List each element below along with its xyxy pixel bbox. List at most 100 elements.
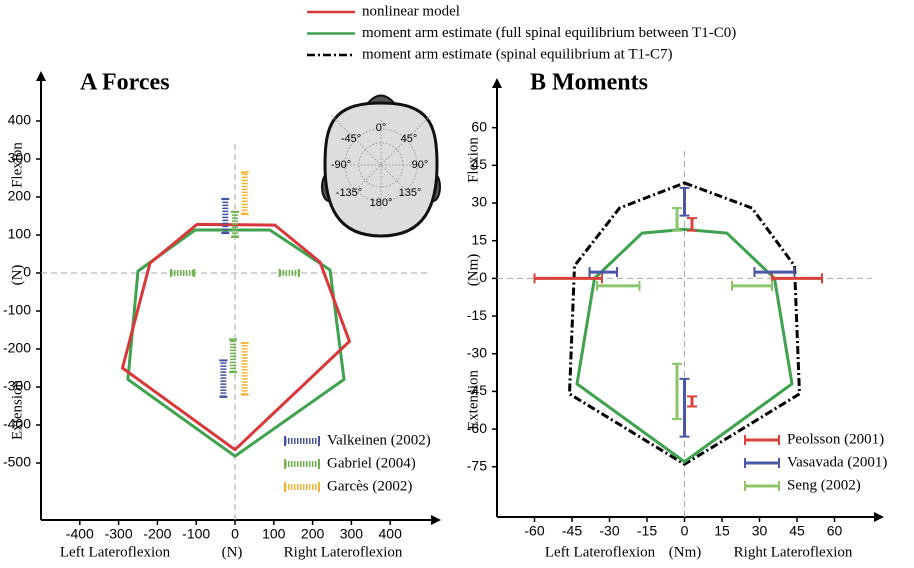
x-axis-label: Right Lateroflexion — [734, 544, 853, 560]
error-bar — [596, 280, 641, 291]
error-bar — [533, 273, 603, 284]
x-tick-label: -200 — [143, 526, 171, 542]
error-bar — [679, 186, 690, 217]
y-tick-label: 45 — [471, 156, 487, 172]
y-tick-label: -300 — [3, 378, 31, 394]
y-tick-label: -500 — [3, 454, 31, 470]
head-angle-label: -90° — [331, 159, 351, 171]
polygon-line — [120, 222, 351, 452]
x-tick-label: 200 — [301, 526, 325, 542]
head-angle-label: -45° — [341, 133, 361, 145]
polygon-line — [575, 227, 794, 464]
y-tick-label: 200 — [8, 188, 32, 204]
head-angle-label: -135° — [336, 187, 362, 199]
error-bar — [731, 280, 773, 291]
error-bar — [679, 377, 690, 438]
head-icon — [321, 94, 441, 238]
y-tick-label: -30 — [467, 344, 487, 360]
y-axis-arrow — [492, 78, 502, 88]
x-tick-label: 60 — [827, 523, 843, 539]
y-tick-label: 0 — [23, 264, 31, 280]
error-bar — [219, 359, 228, 398]
x-tick-label: 30 — [752, 523, 768, 539]
y-tick-label: -100 — [3, 302, 31, 318]
y-tick-label: -60 — [467, 420, 487, 436]
legend-label: Seng (2002) — [787, 477, 861, 493]
x-tick-label: 400 — [379, 526, 403, 542]
x-tick-label: -60 — [524, 523, 544, 539]
x-axis-label: Left Lateroflexion — [545, 544, 656, 560]
x-axis-label: (Nm) — [669, 544, 702, 560]
legend-label: moment arm estimate (full spinal equilib… — [362, 25, 736, 41]
polar-grid — [329, 113, 433, 210]
y-tick-label: 0 — [479, 269, 487, 285]
x-axis-label: Right Lateroflexion — [284, 544, 403, 560]
error-bar — [687, 395, 697, 408]
error-bar — [278, 269, 301, 277]
polygon-line — [568, 181, 801, 466]
y-tick-label: 60 — [471, 118, 487, 134]
x-tick-label: -100 — [182, 526, 210, 542]
x-tick-label: -30 — [599, 523, 619, 539]
x-tick-label: 0 — [681, 523, 689, 539]
legend-label: Peolsson (2001) — [787, 431, 884, 447]
head-angle-label: 0° — [376, 122, 387, 134]
head-angle-label: 45° — [401, 133, 418, 145]
polygon-line — [126, 228, 346, 458]
error-bar — [672, 362, 682, 421]
y-tick-label: -200 — [3, 340, 31, 356]
error-bar — [231, 210, 239, 238]
error-bar — [588, 267, 618, 278]
x-tick-label: 15 — [714, 523, 730, 539]
y-tick-label: 400 — [8, 112, 32, 128]
x-axis-arrow — [874, 512, 884, 522]
y-axis-arrow — [36, 71, 46, 81]
x-tick-label: 45 — [789, 523, 805, 539]
y-tick-label: -75 — [467, 457, 487, 473]
error-bar — [687, 217, 697, 232]
y-tick-label: 100 — [8, 226, 32, 242]
x-tick-label: -300 — [105, 526, 133, 542]
y-axis-label: (Nm) — [465, 254, 481, 287]
error-bar — [169, 269, 196, 277]
y-axis-label: (N) — [9, 265, 25, 286]
legend-label: Vasavada (2001) — [787, 454, 887, 470]
y-tick-label: -15 — [467, 307, 487, 323]
y-tick-label: 30 — [471, 194, 487, 210]
error-bar — [240, 171, 249, 216]
legend-label: Garcès (2002) — [327, 478, 412, 494]
y-axis-label: Flexion — [9, 142, 25, 188]
head-angle-label: 135° — [399, 187, 422, 199]
panel-title: A Forces — [80, 70, 170, 96]
head-angle-label: 180° — [370, 197, 393, 209]
error-bar — [753, 267, 796, 278]
error-bar — [240, 341, 249, 396]
x-axis-arrow — [431, 515, 441, 525]
x-tick-label: 100 — [262, 526, 286, 542]
x-axis-label: (N) — [222, 544, 243, 560]
error-bar — [672, 207, 682, 232]
x-tick-label: 0 — [231, 526, 239, 542]
x-tick-label: 300 — [340, 526, 364, 542]
y-axis-label: Extension — [465, 370, 481, 430]
error-bar — [771, 273, 823, 284]
x-tick-label: -45 — [562, 523, 582, 539]
x-tick-label: -400 — [66, 526, 94, 542]
legend-label: moment arm estimate (spinal equilibrium … — [362, 46, 673, 62]
legend-label: Gabriel (2004) — [327, 455, 416, 471]
x-tick-label: -15 — [637, 523, 657, 539]
error-bar — [221, 197, 230, 235]
y-tick-label: 15 — [471, 231, 487, 247]
error-bar — [229, 338, 238, 374]
y-tick-label: -45 — [467, 382, 487, 398]
x-axis-label: Left Lateroflexion — [60, 544, 171, 560]
y-tick-label: -400 — [3, 416, 31, 432]
legend-label: Valkeinen (2002) — [327, 432, 431, 448]
y-axis-label: Flexion — [465, 137, 481, 183]
y-axis-label: Extension — [9, 380, 25, 440]
y-tick-label: 300 — [8, 150, 32, 166]
legend-label: nonlinear model — [362, 3, 460, 19]
head-angle-label: 90° — [412, 159, 429, 171]
panel-title: B Moments — [530, 70, 648, 96]
